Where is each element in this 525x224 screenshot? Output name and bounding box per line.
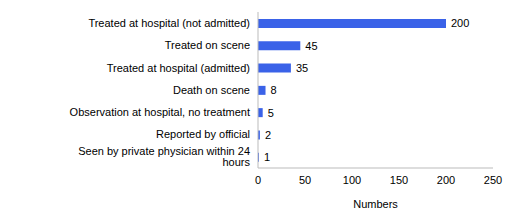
svg-text:45: 45: [305, 40, 317, 52]
svg-text:1: 1: [264, 151, 270, 163]
svg-text:Treated at hospital (not admit: Treated at hospital (not admitted): [88, 17, 250, 29]
svg-text:150: 150: [390, 174, 408, 186]
svg-text:Treated on scene: Treated on scene: [165, 39, 250, 51]
svg-text:Observation at hospital, no tr: Observation at hospital, no treatment: [70, 106, 250, 118]
svg-text:200: 200: [451, 17, 469, 29]
svg-text:200: 200: [437, 174, 455, 186]
svg-text:Numbers: Numbers: [353, 198, 398, 210]
svg-text:Seen by private physician with: Seen by private physician within 24hours: [78, 145, 250, 168]
svg-text:Death on scene: Death on scene: [173, 84, 250, 96]
svg-text:5: 5: [268, 107, 274, 119]
svg-text:50: 50: [299, 174, 311, 186]
svg-text:Treated at hospital (admitted): Treated at hospital (admitted): [107, 62, 250, 74]
svg-text:100: 100: [343, 174, 361, 186]
svg-text:8: 8: [271, 84, 277, 96]
svg-text:Reported by official: Reported by official: [156, 128, 250, 140]
svg-text:35: 35: [296, 62, 308, 74]
svg-text:2: 2: [265, 129, 271, 141]
svg-text:250: 250: [484, 174, 502, 186]
svg-text:0: 0: [255, 174, 261, 186]
